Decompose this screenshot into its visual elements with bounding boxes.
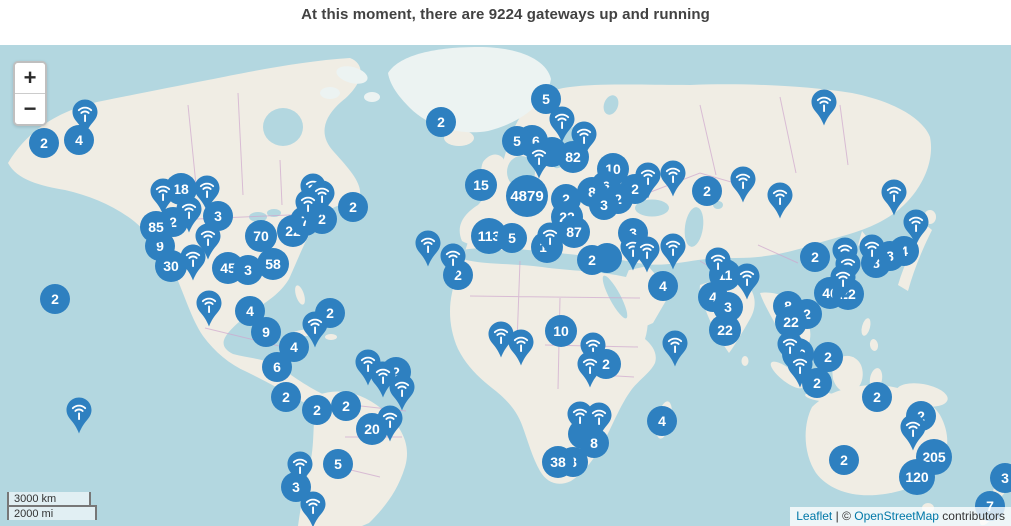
gateway-pin-marker[interactable]	[903, 209, 929, 246]
cluster-marker[interactable]: 3	[990, 463, 1011, 493]
cluster-marker[interactable]: 85	[140, 211, 172, 243]
cluster-marker[interactable]: 5	[531, 84, 561, 114]
zoom-out-button[interactable]: −	[15, 93, 45, 124]
gateway-pin-marker[interactable]	[634, 236, 660, 273]
gateway-pin-marker[interactable]	[811, 89, 837, 126]
gateway-pin-marker[interactable]	[389, 374, 415, 411]
scale-mi: 2000 mi	[7, 505, 97, 520]
gateway-pin-marker[interactable]	[370, 361, 396, 398]
gateway-pin-marker[interactable]	[526, 142, 552, 179]
attribution: Leaflet | © OpenStreetMap contributors	[790, 507, 1011, 526]
gateway-pin-marker[interactable]	[571, 121, 597, 158]
markers-layer: 2418298533045358702272224294622220532251…	[0, 45, 1011, 526]
gateway-pin-marker[interactable]	[377, 405, 403, 442]
cluster-marker[interactable]: 6	[262, 352, 292, 382]
cluster-marker[interactable]: 2	[829, 445, 859, 475]
gateway-pin-marker[interactable]	[150, 178, 176, 215]
gateway-pin-marker[interactable]	[787, 351, 813, 388]
cluster-marker[interactable]: 2	[302, 395, 332, 425]
attribution-separator: |	[832, 509, 843, 523]
gateway-pin-marker[interactable]	[660, 160, 686, 197]
gateway-pin-marker[interactable]	[900, 414, 926, 451]
zoom-in-button[interactable]: +	[15, 63, 45, 93]
gateway-pin-marker[interactable]	[881, 179, 907, 216]
gateway-pin-marker[interactable]	[730, 166, 756, 203]
cluster-marker[interactable]: 5	[497, 223, 527, 253]
cluster-marker[interactable]: 4879	[506, 175, 548, 217]
cluster-marker[interactable]: 2	[271, 382, 301, 412]
cluster-marker[interactable]: 87	[558, 216, 590, 248]
cluster-marker[interactable]: 15	[465, 169, 497, 201]
cluster-marker[interactable]: 2	[862, 382, 892, 412]
cluster-marker[interactable]: 2	[692, 176, 722, 206]
cluster-marker[interactable]: 2	[577, 245, 607, 275]
gateway-pin-marker[interactable]	[180, 244, 206, 281]
cluster-marker[interactable]: 2	[29, 128, 59, 158]
scale-control: 3000 km 2000 mi	[7, 492, 97, 520]
cluster-marker[interactable]: 2	[338, 192, 368, 222]
cluster-marker[interactable]: 5	[502, 126, 532, 156]
osm-link[interactable]: OpenStreetMap	[854, 509, 939, 523]
cluster-marker[interactable]: 58	[257, 248, 289, 280]
gateway-pin-marker[interactable]	[705, 247, 731, 284]
gateway-pin-marker[interactable]	[577, 351, 603, 388]
leaflet-link[interactable]: Leaflet	[796, 509, 833, 523]
cluster-marker[interactable]: 120	[899, 459, 935, 495]
gateway-pin-marker[interactable]	[635, 162, 661, 199]
gateway-pin-marker[interactable]	[734, 263, 760, 300]
gateway-pin-marker[interactable]	[196, 290, 222, 327]
cluster-marker[interactable]: 2	[426, 107, 456, 137]
gateway-pin-marker[interactable]	[66, 397, 92, 434]
gateway-pin-marker[interactable]	[194, 175, 220, 212]
gateway-pin-marker[interactable]	[287, 451, 313, 488]
gateway-pin-marker[interactable]	[859, 234, 885, 271]
attribution-suffix: contributors	[938, 509, 1005, 523]
gateway-pin-marker[interactable]	[195, 223, 221, 260]
gateway-pin-marker[interactable]	[355, 349, 381, 386]
gateway-pin-marker[interactable]	[488, 321, 514, 358]
cluster-marker[interactable]: 20	[356, 413, 388, 445]
gateway-pin-marker[interactable]	[176, 196, 202, 233]
gateway-pin-marker[interactable]	[767, 182, 793, 219]
cluster-marker[interactable]: 5	[323, 449, 353, 479]
cluster-marker[interactable]: 2	[800, 242, 830, 272]
gateway-pin-marker[interactable]	[830, 264, 856, 301]
gateway-pin-marker[interactable]	[302, 311, 328, 348]
scale-km: 3000 km	[7, 492, 91, 507]
gateway-pin-marker[interactable]	[415, 230, 441, 267]
gateway-pin-marker[interactable]	[309, 180, 335, 217]
gateway-pin-marker[interactable]	[300, 491, 326, 526]
gateway-pin-marker[interactable]	[549, 106, 575, 143]
page-title: At this moment, there are 9224 gateways …	[301, 6, 710, 23]
attribution-copyright: ©	[842, 509, 855, 523]
gateway-pin-marker[interactable]	[586, 402, 612, 439]
map-container[interactable]: 2418298533045358702272224294622220532251…	[0, 45, 1011, 526]
gateway-pin-marker[interactable]	[508, 329, 534, 366]
cluster-marker[interactable]: 22	[709, 314, 741, 346]
cluster-marker[interactable]: 4	[648, 271, 678, 301]
gateway-pin-marker[interactable]	[295, 189, 321, 226]
cluster-marker[interactable]: 2	[813, 342, 843, 372]
cluster-marker[interactable]: 10	[545, 315, 577, 347]
gateway-pin-marker[interactable]	[580, 332, 606, 369]
cluster-marker[interactable]: 70	[245, 220, 277, 252]
gateway-pin-marker[interactable]	[440, 243, 466, 280]
cluster-marker[interactable]: 2	[40, 284, 70, 314]
gateway-pin-marker[interactable]	[777, 331, 803, 368]
zoom-control: + −	[13, 61, 47, 126]
cluster-marker[interactable]: 2	[331, 391, 361, 421]
cluster-marker[interactable]: 205	[916, 439, 952, 475]
cluster-marker[interactable]: 9	[251, 317, 281, 347]
gateway-pin-marker[interactable]	[660, 233, 686, 270]
gateway-pin-marker[interactable]	[537, 222, 563, 259]
gateway-pin-marker[interactable]	[567, 401, 593, 438]
gateway-pin-marker[interactable]	[72, 99, 98, 136]
cluster-marker[interactable]: 4	[64, 125, 94, 155]
gateway-pin-marker[interactable]	[662, 330, 688, 367]
cluster-marker[interactable]: 4	[279, 332, 309, 362]
cluster-marker[interactable]: 3	[589, 190, 619, 220]
cluster-marker[interactable]: 38	[542, 446, 574, 478]
cluster-marker[interactable]: 4	[647, 406, 677, 436]
